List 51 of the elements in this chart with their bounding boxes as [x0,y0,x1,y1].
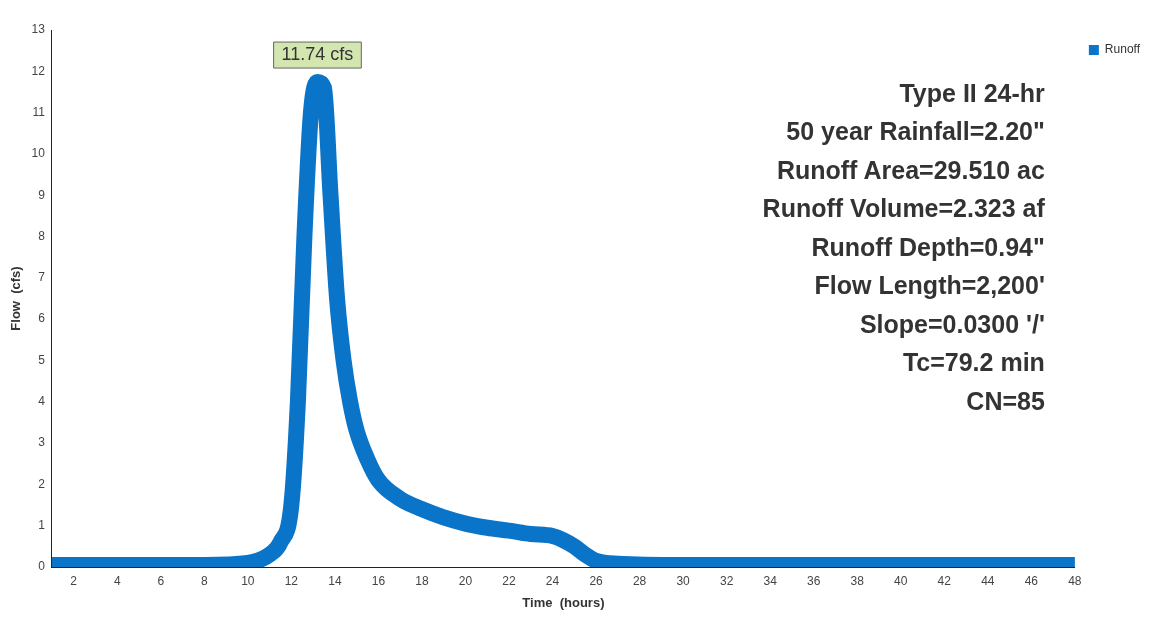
y-tick-label: 11 [32,104,46,119]
annotation: CN=85 [966,386,1045,415]
annotation: Tc=79.2 min [902,348,1045,377]
x-tick-label: 8 [200,573,208,588]
x-tick-label: 28 [632,573,647,588]
x-tick-label: 24 [545,573,560,588]
x-tick-label: 10 [241,573,255,588]
y-tick-label: 12 [31,63,46,78]
x-tick-label: 2 [70,573,78,588]
y-tick-label: 9 [38,187,46,202]
annotation: Runoff Depth=0.94" [811,232,1045,261]
annotation: 50 year Rainfall=2.20" [786,117,1045,146]
y-tick-label: 10 [31,146,46,161]
y-tick-label: 3 [38,435,46,450]
x-tick-label: 38 [850,573,865,588]
y-tick-label: 1 [38,518,46,532]
x-tick-label: 34 [763,573,778,588]
y-tick-label: 7 [38,270,46,285]
x-tick-label: 44 [981,573,995,588]
y-tick-label: 13 [31,22,46,37]
x-tick-label: 14 [328,573,342,588]
x-tick-label: 6 [157,573,165,588]
y-tick-label: 6 [38,311,46,326]
x-tick-label: 26 [589,573,604,588]
y-axis-title: Flow (cfs) [8,266,24,331]
x-tick-label: 46 [1024,573,1039,588]
y-tick-label: 0 [38,559,46,574]
annotation: Runoff Volume=2.323 af [762,194,1046,223]
x-tick-label: 32 [719,573,734,588]
x-tick-label: 30 [676,573,691,588]
annotation: Flow Length=2,200' [814,271,1045,300]
x-tick-label: 36 [807,573,821,588]
x-tick-label: 20 [458,573,473,588]
x-tick-label: 16 [371,573,386,588]
y-tick-label: 2 [38,476,46,491]
y-tick-label: 4 [38,394,46,409]
annotation: 11.74 cfs [281,44,354,65]
x-tick-label: 48 [1068,573,1082,588]
x-tick-label: 12 [284,573,299,588]
annotation: Runoff Area=29.510 ac [776,155,1045,184]
x-tick-label: 22 [502,573,516,588]
x-tick-label: 42 [937,573,952,588]
x-tick-label: 4 [113,573,121,588]
x-axis-title: Time (hours) [522,594,605,610]
x-tick-label: 40 [894,573,908,588]
annotation: Type II 24-hr [899,78,1046,107]
x-tick-label: 18 [415,573,429,588]
annotation: Slope=0.0300 '/' [859,309,1045,338]
legend-label: Runoff [1104,42,1141,57]
y-tick-label: 8 [38,228,46,243]
y-tick-label: 5 [38,352,46,367]
